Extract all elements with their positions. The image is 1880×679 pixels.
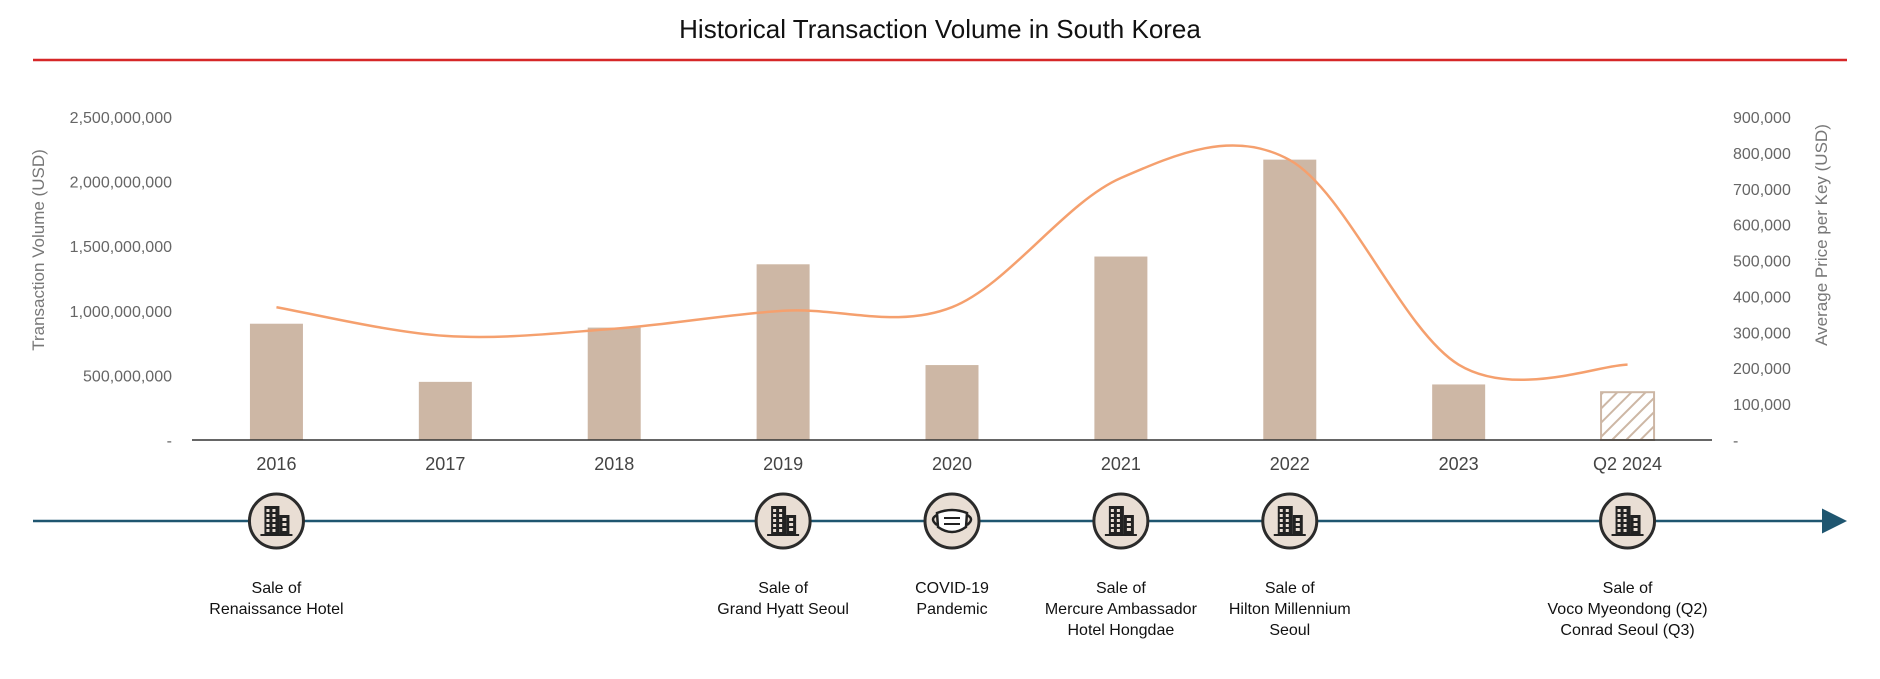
event-label-line: Hotel Hongdae xyxy=(1068,622,1175,639)
timeline-event: Sale of Grand Hyatt Seoul xyxy=(717,492,849,618)
avg-price-per-key-line xyxy=(276,144,1628,381)
y-tick-label: 1,500,000,000 xyxy=(70,239,172,256)
y2-tick-label: 600,000 xyxy=(1733,218,1791,235)
y2-tick-label: 300,000 xyxy=(1733,325,1791,342)
event-label-line: Hilton Millennium xyxy=(1229,601,1351,618)
y-tick-label: 2,500,000,000 xyxy=(70,110,172,127)
x-axis-ticks: 2016 2017 2018 2019 2020 2021 2022 2023 Q2 2024 xyxy=(256,454,1662,474)
bar-2018 xyxy=(587,327,641,440)
bar-2017 xyxy=(418,381,472,440)
timeline-event: Sale of Voco Myeondong (Q2) Conrad Seoul (… xyxy=(1548,492,1708,639)
y2-axis-ticks: - 100,000 200,000 300,000 400,000 500,000 600,… xyxy=(1733,110,1791,450)
timeline-event: COVID-19 Pandemic xyxy=(915,492,989,618)
y-tick-label: 1,000,000,000 xyxy=(70,304,172,321)
bar-2020 xyxy=(925,365,979,440)
event-label-line: Sale of xyxy=(1096,580,1146,597)
event-label: Sale of Renaissance Hotel xyxy=(209,580,343,618)
bar-2022 xyxy=(1263,159,1317,441)
chart-title: Historical Transaction Volume in South K… xyxy=(679,14,1201,44)
bar-2016 xyxy=(249,323,303,440)
x-tick-label: 2016 xyxy=(256,454,296,474)
building-icon xyxy=(247,492,305,550)
y2-tick-label: - xyxy=(1733,433,1738,450)
event-label-line: Voco Myeondong (Q2) xyxy=(1548,601,1708,618)
face-mask-icon xyxy=(923,492,981,550)
x-tick-label: 2019 xyxy=(763,454,803,474)
y-tick-label: - xyxy=(167,433,172,450)
timeline-event: Sale of Hilton Millennium Seoul xyxy=(1229,492,1351,639)
event-label: Sale of Mercure Ambassador Hotel Hongdae xyxy=(1045,580,1198,639)
bar-2021 xyxy=(1094,256,1148,440)
event-label: Sale of Grand Hyatt Seoul xyxy=(717,580,849,618)
y2-tick-label: 100,000 xyxy=(1733,397,1791,414)
y2-tick-label: 700,000 xyxy=(1733,182,1791,199)
event-label-line: Sale of xyxy=(252,580,302,597)
event-label-line: Pandemic xyxy=(916,601,987,618)
bar-2023 xyxy=(1432,384,1486,440)
x-tick-label: 2017 xyxy=(425,454,465,474)
event-label: Sale of Voco Myeondong (Q2) Conrad Seoul (… xyxy=(1548,580,1708,639)
event-label: Sale of Hilton Millennium Seoul xyxy=(1229,580,1351,639)
y2-tick-label: 900,000 xyxy=(1733,110,1791,127)
event-label-line: Sale of xyxy=(1265,580,1315,597)
timeline-events: Sale of Renaissance Hotel Sale of Grand Hya… xyxy=(209,492,1708,639)
y-axis-title: Transaction Volume (USD) xyxy=(29,149,48,351)
timeline-event: Sale of Renaissance Hotel xyxy=(209,492,344,618)
x-tick-label: 2020 xyxy=(932,454,972,474)
building-icon xyxy=(754,492,812,550)
y2-tick-label: 800,000 xyxy=(1733,146,1791,163)
y-tick-label: 2,000,000,000 xyxy=(70,175,172,192)
event-label-line: Sale of xyxy=(758,580,808,597)
bar-q2-2024 xyxy=(1600,391,1656,442)
x-tick-label: 2023 xyxy=(1439,454,1479,474)
timeline-event: Sale of Mercure Ambassador Hotel Hongdae xyxy=(1045,492,1198,639)
bar-series xyxy=(249,159,1656,442)
x-tick-label: 2018 xyxy=(594,454,634,474)
event-label-line: Seoul xyxy=(1269,622,1310,639)
line-series xyxy=(276,144,1628,381)
y2-tick-label: 400,000 xyxy=(1733,289,1791,306)
event-label-line: Renaissance Hotel xyxy=(209,601,343,618)
building-icon xyxy=(1261,492,1319,550)
event-label-line: COVID-19 xyxy=(915,580,989,597)
event-label-line: Mercure Ambassador xyxy=(1045,601,1198,618)
x-tick-label: Q2 2024 xyxy=(1593,454,1662,474)
x-tick-label: 2021 xyxy=(1101,454,1141,474)
event-label: COVID-19 Pandemic xyxy=(915,580,989,618)
building-icon xyxy=(1092,492,1150,550)
y2-axis-title: Average Price per Key (USD) xyxy=(1812,124,1831,346)
event-label-line: Conrad Seoul (Q3) xyxy=(1560,622,1694,639)
event-label-line: Grand Hyatt Seoul xyxy=(717,601,849,618)
building-icon xyxy=(1599,492,1657,550)
y-tick-label: 500,000,000 xyxy=(83,368,172,385)
y2-tick-label: 500,000 xyxy=(1733,254,1791,271)
bar-2019 xyxy=(756,264,810,440)
x-tick-label: 2022 xyxy=(1270,454,1310,474)
y2-tick-label: 200,000 xyxy=(1733,361,1791,378)
y-axis-ticks: - 500,000,000 1,000,000,000 1,500,000,000 2,… xyxy=(70,110,172,450)
event-label-line: Sale of xyxy=(1603,580,1653,597)
